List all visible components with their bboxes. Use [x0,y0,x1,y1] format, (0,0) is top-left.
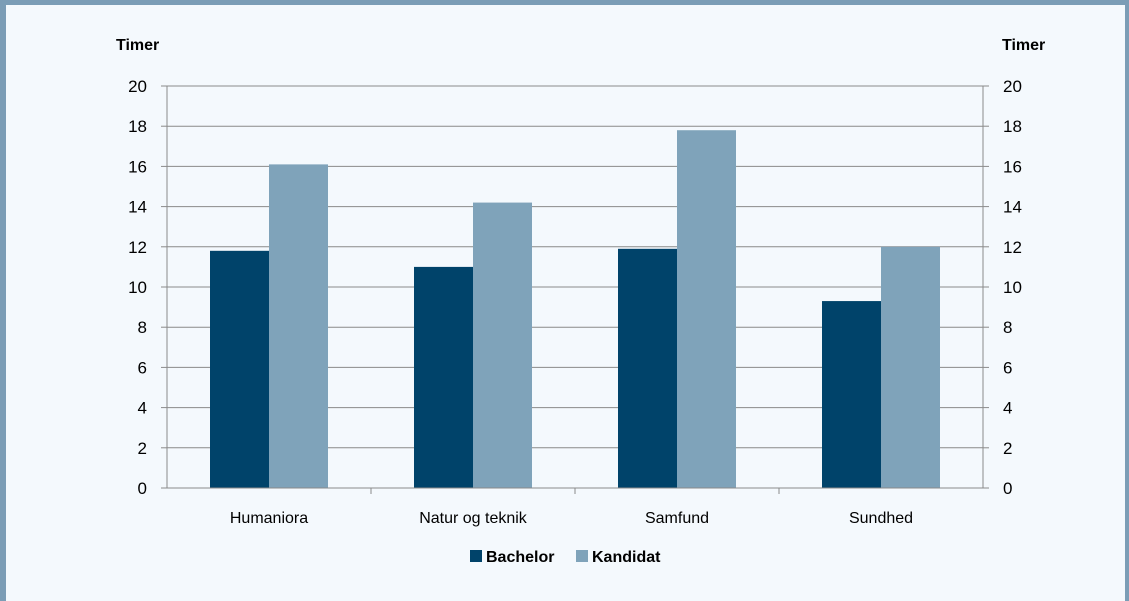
legend-swatch-kandidat [576,550,588,562]
y-tick-label-left: 8 [138,318,147,337]
y-ticks-right: 0 2 4 6 8 10 12 14 16 18 20 [1003,77,1022,498]
legend-label-kandidat: Kandidat [592,549,661,566]
bar-bachelor [210,250,269,488]
y-tick-label-right: 0 [1003,479,1012,498]
x-category-label: Sundhed [849,510,913,527]
y-axis-title-left: Timer [116,37,159,54]
legend: Bachelor Kandidat [470,549,661,566]
header-strip [0,0,1129,5]
y-ticks-left: 0 2 4 6 8 10 12 14 16 18 20 [128,77,147,498]
bar-kandidat [677,130,736,488]
y-tick-label-right: 16 [1003,157,1022,176]
y-tick-label-left: 18 [128,117,147,136]
y-tick-label-left: 16 [128,157,147,176]
y-tick-label-right: 14 [1003,198,1022,217]
x-category-label: Samfund [645,510,709,527]
bar-kandidat [881,246,940,488]
y-tick-label-left: 20 [128,77,147,96]
y-tick-label-right: 8 [1003,318,1012,337]
y-tick-label-right: 6 [1003,358,1012,377]
y-tick-label-left: 0 [138,479,147,498]
y-tick-label-right: 2 [1003,439,1012,458]
bars [210,130,940,488]
y-axis-title-right: Timer [1002,37,1045,54]
y-tick-label-right: 4 [1003,399,1012,418]
y-tick-label-left: 12 [128,238,147,257]
bar-bachelor [822,301,881,488]
bar-kandidat [473,202,532,488]
y-tick-label-right: 10 [1003,278,1022,297]
y-tick-label-left: 10 [128,278,147,297]
y-tick-label-left: 6 [138,358,147,377]
y-tick-label-left: 2 [138,439,147,458]
y-tick-label-left: 4 [138,399,147,418]
y-tick-label-right: 20 [1003,77,1022,96]
x-category-label: Humaniora [230,510,308,527]
bar-kandidat [269,164,328,488]
y-tick-label-right: 12 [1003,238,1022,257]
bar-bachelor [618,248,677,488]
axes [161,85,989,494]
y-tick-label-right: 18 [1003,117,1022,136]
legend-swatch-bachelor [470,550,482,562]
x-category-label: Natur og teknik [419,510,528,527]
bar-bachelor [414,266,473,488]
y-tick-label-left: 14 [128,198,147,217]
legend-label-bachelor: Bachelor [486,549,554,566]
x-category-labels: Humaniora Natur og teknik Samfund Sundhed [230,510,913,527]
